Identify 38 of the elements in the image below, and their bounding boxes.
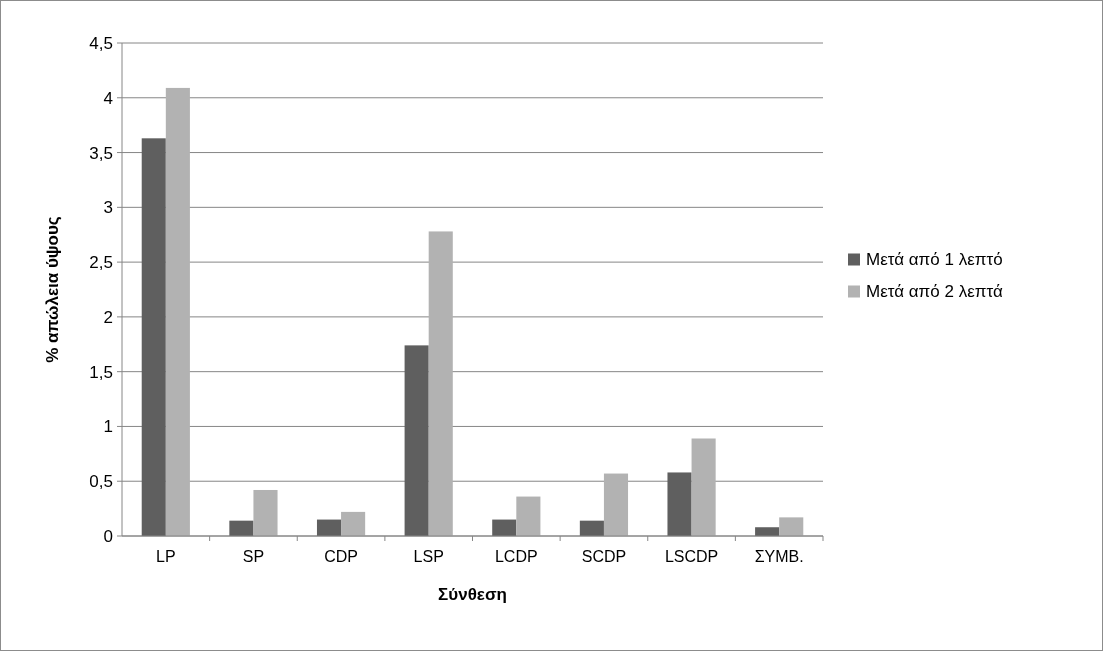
x-axis-title: Σύνθεση [438,585,507,604]
bar [316,519,342,536]
x-tick-label: CDP [324,548,358,565]
y-tick-label: 4,5 [89,33,113,53]
bar [341,511,366,536]
x-tick-label: SP [242,548,265,565]
y-tick-label: 0,5 [89,472,113,492]
x-tick-label: LSCDP [664,548,719,565]
bar [492,519,517,536]
y-tick-label: 3 [103,198,113,218]
bar [691,438,716,536]
bar [516,496,541,536]
bar [229,520,254,536]
bar [755,527,780,536]
bar [579,520,604,536]
y-tick-label: 0 [103,526,113,546]
y-tick-label: 2 [103,307,113,327]
bar [404,345,429,536]
y-tick-label: 2,5 [89,253,113,273]
bar [603,473,629,536]
x-tick-label: LP [156,548,176,565]
bar [428,231,453,536]
x-tick-label: LCDP [494,548,538,565]
y-tick-label: 3,5 [89,143,113,163]
legend-label: Μετά από 1 λεπτό [866,250,1003,270]
bar [779,517,804,536]
bar [165,87,190,536]
bar [253,489,278,536]
legend-label: Μετά από 2 λεπτά [866,282,1003,302]
bar [667,472,692,536]
bar [141,138,166,536]
y-axis-title: % απώλεια ύψους [43,216,62,363]
y-tick-label: 1 [103,417,113,437]
x-tick-label: SCDP [581,548,627,565]
y-tick-label: 4 [103,88,113,108]
y-tick-label: 1,5 [89,362,113,382]
x-tick-label: ΣΥΜΒ. [754,548,804,565]
x-tick-label: LSP [413,548,444,565]
